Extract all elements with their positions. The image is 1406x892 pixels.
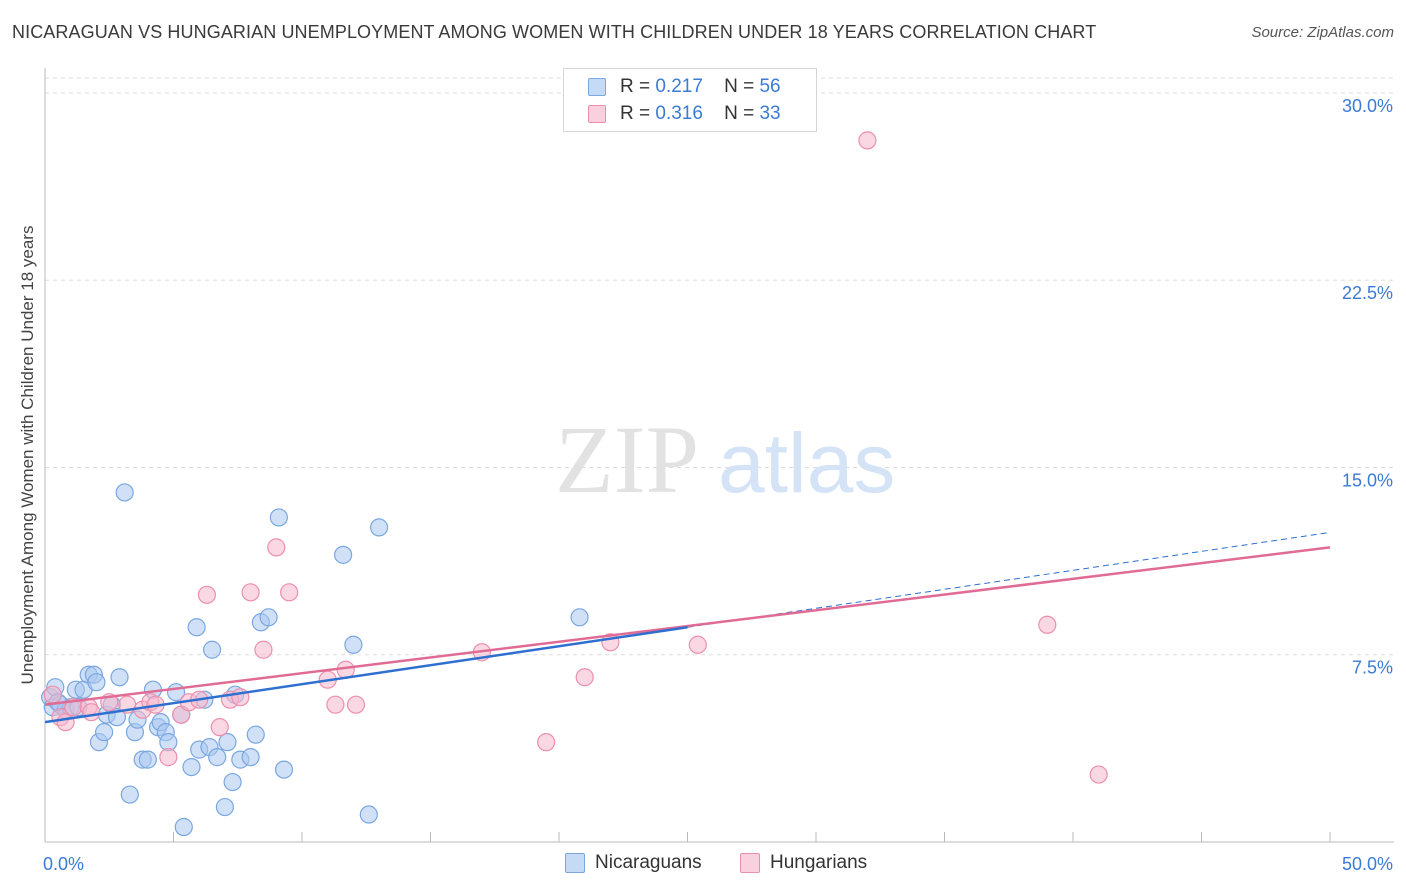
nicaraguan-point: [202, 640, 222, 659]
nicaraguan-point: [138, 750, 157, 769]
legend-n-label: N =: [724, 76, 755, 97]
y-tick-label: 22.5%: [1342, 283, 1393, 303]
hungarian-point: [688, 635, 707, 654]
nicaraguan-point: [246, 725, 265, 744]
legend-label-hungarians: Hungarians: [770, 852, 868, 873]
nicaraguan-point: [187, 618, 206, 637]
hungarian-point: [241, 583, 260, 602]
hungarian-point: [159, 748, 178, 767]
nicaraguan-point: [370, 518, 389, 537]
trend-lines: [44, 531, 1331, 724]
legend-item-nicaraguans[interactable]: Nicaraguans: [565, 852, 702, 874]
nicaraguan-point: [223, 772, 242, 792]
nicaraguan-point: [174, 817, 193, 837]
hungarian-trend-line: [44, 546, 1331, 706]
legend-n-value: 33: [759, 103, 781, 124]
legend-swatch-pink: [740, 853, 760, 873]
legend-n-label: N =: [724, 103, 755, 124]
series-legend: Nicaraguans Hungarians: [0, 852, 1406, 878]
watermark: ZIP atlas: [555, 406, 895, 513]
nicaraguan-point: [208, 748, 227, 767]
hungarian-point: [280, 583, 299, 602]
x-tick-label: 50.0%: [1342, 854, 1393, 874]
nicaraguan-point: [274, 760, 294, 779]
legend-row-hungarians: R = 0.316 N = 33: [588, 102, 781, 126]
y-tick-label: 30.0%: [1342, 96, 1393, 116]
hungarian-point: [575, 668, 594, 687]
nicaraguan-point: [259, 608, 278, 627]
legend-r-value: 0.217: [655, 76, 703, 97]
nicaraguan-point: [115, 483, 134, 502]
legend-r-value: 0.316: [655, 103, 703, 124]
legend-swatch-blue: [588, 78, 606, 96]
legend-swatch-blue: [565, 853, 585, 873]
nicaraguan-point: [120, 785, 139, 804]
axes: [44, 68, 1394, 843]
nicaraguan-point: [215, 797, 234, 817]
legend-label-nicaraguans: Nicaraguans: [595, 852, 702, 873]
watermark-zip: ZIP: [555, 406, 699, 513]
x-tick-label: 0.0%: [43, 854, 84, 874]
grid-lines: [45, 77, 1394, 656]
legend-r-label: R =: [620, 103, 651, 124]
hungarians-points: [43, 131, 1108, 784]
nicaraguan-point: [344, 635, 363, 654]
hungarian-point: [210, 718, 229, 737]
hungarian-point: [1038, 615, 1057, 634]
nicaraguans-points: [41, 483, 589, 837]
legend-swatch-pink: [588, 105, 606, 123]
hungarian-point: [56, 713, 75, 732]
nicaraguan-point: [359, 805, 378, 824]
legend-row-nicaraguans: R = 0.217 N = 56: [588, 75, 781, 99]
nicaraguan-point: [241, 748, 260, 767]
nicaraguan-point: [87, 673, 106, 692]
hungarian-point: [43, 685, 62, 704]
hungarian-point: [346, 695, 366, 714]
hungarian-point: [1089, 765, 1108, 784]
nicaraguan-point: [218, 733, 237, 752]
nicaraguan-point: [570, 608, 589, 627]
nicaraguan-trend-line: [44, 626, 688, 724]
source-label: Source: ZipAtlas.com: [1251, 24, 1394, 41]
legend-item-hungarians[interactable]: Hungarians: [740, 852, 867, 874]
legend-n-value: 56: [759, 76, 781, 97]
hungarian-point: [537, 733, 556, 752]
hungarian-point: [858, 131, 877, 150]
watermark-atlas: atlas: [718, 416, 895, 510]
correlation-legend: R = 0.217 N = 56 R = 0.316 N = 33: [563, 68, 817, 132]
nicaraguan-trend-extension: [687, 531, 1331, 628]
legend-r-label: R =: [620, 76, 651, 97]
hungarian-point: [254, 640, 273, 659]
hungarian-point: [197, 585, 217, 604]
y-tick-label: 15.0%: [1342, 470, 1393, 490]
nicaraguan-point: [334, 545, 353, 564]
nicaraguan-point: [95, 723, 114, 742]
nicaraguan-point: [110, 668, 129, 687]
y-tick-label: 7.5%: [1352, 658, 1393, 678]
hungarian-point: [82, 703, 101, 722]
hungarian-point: [267, 538, 286, 557]
tick-labels: 7.5% 15.0% 22.5% 30.0% 0.0% 50.0%: [43, 96, 1393, 874]
nicaraguan-point: [182, 757, 201, 777]
hungarian-point: [326, 695, 345, 714]
nicaraguan-point: [269, 508, 288, 527]
chart-title: NICARAGUAN VS HUNGARIAN UNEMPLOYMENT AMO…: [12, 22, 1097, 42]
